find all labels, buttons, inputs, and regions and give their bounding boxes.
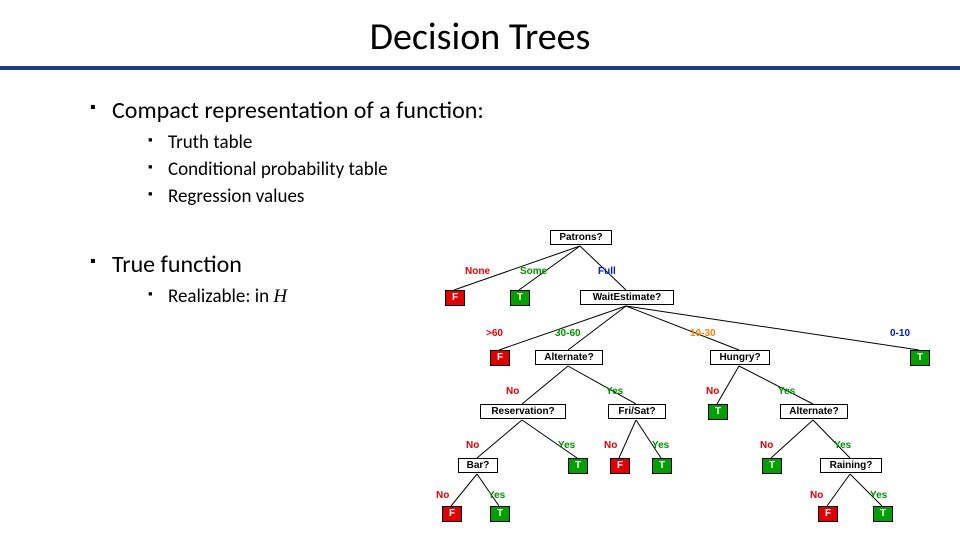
edge-label: Yes: [870, 490, 887, 501]
edge-label: No: [810, 490, 823, 501]
bullet-1-text: Compact representation of a function:: [112, 96, 484, 125]
tree-leaf-Lsome: T: [510, 290, 530, 306]
tree-node-bar: Bar?: [458, 458, 498, 473]
tree-leaf-L010: T: [910, 350, 930, 366]
tree-node-alternate: Alternate?: [535, 350, 603, 365]
edge-label: No: [760, 440, 773, 451]
tree-node-waitest: WaitEstimate?: [580, 290, 674, 305]
tree-leaf-LbarN: F: [442, 506, 462, 522]
tree-leaf-Lnone: F: [445, 290, 465, 306]
edge-label: No: [604, 440, 617, 451]
bullet-1-sub-0: Truth table: [148, 131, 890, 154]
edge-label: Yes: [652, 440, 669, 451]
bullet-1-sub-2: Regression values: [148, 185, 890, 208]
tree-leaf-LfsN: F: [610, 458, 630, 474]
edge-label: No: [436, 490, 449, 501]
tree-node-alt2: Alternate?: [780, 404, 848, 419]
tree-node-patrons: Patrons?: [550, 230, 612, 245]
tree-leaf-LfsY: T: [652, 458, 672, 474]
tree-node-frisat: Fri/Sat?: [608, 404, 666, 419]
edge-label: Yes: [558, 440, 575, 451]
slide-title: Decision Trees: [0, 14, 960, 60]
tree-leaf-LbarY: T: [490, 506, 510, 522]
title-rule: [0, 66, 960, 70]
bullet-1-sub-1: Conditional probability table: [148, 158, 890, 181]
edge-label: Full: [598, 266, 616, 277]
edge-label: Yes: [778, 386, 795, 397]
edge-label: No: [706, 386, 719, 397]
edge-label: Yes: [834, 440, 851, 451]
tree-leaf-LresY: T: [568, 458, 588, 474]
tree-leaf-LrainY: T: [873, 506, 893, 522]
tree-node-reserv: Reservation?: [480, 404, 566, 419]
bullet-1: Compact representation of a function: Tr…: [90, 96, 890, 208]
edge-label: No: [466, 440, 479, 451]
edge-label: 0-10: [890, 328, 910, 339]
bullet-2-text: True function: [112, 250, 242, 279]
tree-node-hungry: Hungry?: [710, 350, 770, 365]
tree-node-raining: Raining?: [820, 458, 882, 473]
edge-label: 10-30: [690, 328, 716, 339]
decision-tree-diagram: Patrons? WaitEstimate? Alternate? Hungry? Re…: [390, 230, 950, 530]
bullet-1-sub: Truth table Conditional probability tabl…: [148, 131, 890, 208]
tree-leaf-LhungN: T: [708, 404, 728, 420]
tree-leaf-L60: F: [490, 350, 510, 366]
edge-label: Yes: [606, 386, 623, 397]
edge-label: None: [465, 266, 490, 277]
edge-label: No: [506, 386, 519, 397]
bullet-list: Compact representation of a function: Tr…: [90, 96, 890, 208]
tree-leaf-Lalt2N: T: [762, 458, 782, 474]
bullet-2-sub-prefix: Realizable: in: [168, 285, 273, 308]
edge-label: Yes: [488, 490, 505, 501]
tree-leaf-LrainN: F: [818, 506, 838, 522]
bullet-2-sub-var: H: [273, 286, 287, 307]
edge-label: >60: [486, 328, 503, 339]
slide: Decision Trees Compact representation of…: [0, 0, 960, 540]
edge-label: 30-60: [555, 328, 581, 339]
edge-label: Some: [520, 266, 547, 277]
